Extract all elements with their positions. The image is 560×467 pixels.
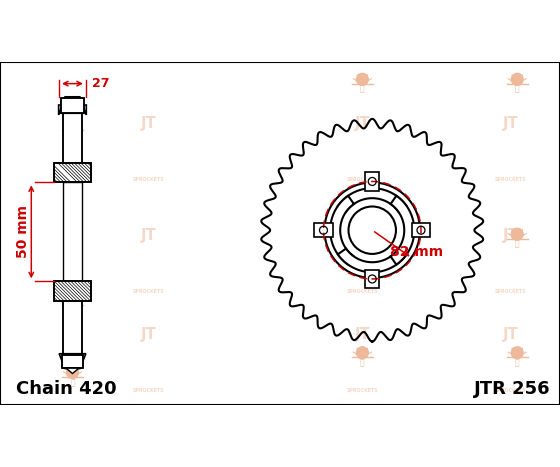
Circle shape <box>356 347 368 359</box>
Text: JT: JT <box>141 228 156 243</box>
Circle shape <box>348 206 396 254</box>
Text: Chain 420: Chain 420 <box>16 380 117 397</box>
Circle shape <box>511 228 523 240</box>
Text: SPROCKETS: SPROCKETS <box>132 177 164 182</box>
Text: 27: 27 <box>92 77 110 90</box>
Text: JT: JT <box>141 116 156 131</box>
Text: 升: 升 <box>360 358 365 367</box>
Bar <box>62 355 83 368</box>
Polygon shape <box>338 248 407 272</box>
Text: 82 mm: 82 mm <box>390 245 444 259</box>
Text: JT: JT <box>141 327 156 342</box>
Text: 升: 升 <box>515 358 520 367</box>
Circle shape <box>356 73 368 85</box>
Text: JT: JT <box>503 228 519 243</box>
Text: 升: 升 <box>70 378 75 387</box>
Text: SPROCKETS: SPROCKETS <box>495 177 526 182</box>
Bar <box>63 113 82 163</box>
Bar <box>63 113 82 163</box>
Text: 升: 升 <box>360 85 365 94</box>
Bar <box>54 281 91 301</box>
Bar <box>365 270 380 288</box>
Circle shape <box>356 228 368 240</box>
Circle shape <box>67 294 78 306</box>
Text: 升: 升 <box>360 240 365 248</box>
Bar <box>63 301 82 354</box>
Bar <box>365 172 380 191</box>
Polygon shape <box>59 99 86 115</box>
Bar <box>62 355 83 368</box>
Bar <box>412 223 430 237</box>
Text: 升: 升 <box>70 131 75 140</box>
Text: SPROCKETS: SPROCKETS <box>132 289 164 294</box>
Bar <box>314 223 333 237</box>
Polygon shape <box>59 354 86 368</box>
Text: SPROCKETS: SPROCKETS <box>132 388 164 393</box>
Polygon shape <box>66 368 80 374</box>
Circle shape <box>324 183 420 278</box>
Text: JT: JT <box>354 116 370 131</box>
Text: 升: 升 <box>515 240 520 248</box>
Text: JT: JT <box>354 327 370 342</box>
Polygon shape <box>59 97 86 113</box>
Polygon shape <box>338 188 407 212</box>
Text: SPROCKETS: SPROCKETS <box>347 177 378 182</box>
Bar <box>54 163 91 183</box>
Bar <box>54 281 91 301</box>
Text: JTR 256: JTR 256 <box>474 380 550 397</box>
Circle shape <box>67 120 78 131</box>
Circle shape <box>511 347 523 359</box>
Bar <box>61 99 84 113</box>
Text: SPROCKETS: SPROCKETS <box>347 289 378 294</box>
Polygon shape <box>330 196 354 265</box>
Text: SPROCKETS: SPROCKETS <box>495 388 526 393</box>
Text: 升: 升 <box>515 85 520 94</box>
Text: 50 mm: 50 mm <box>16 205 30 258</box>
Bar <box>54 163 91 183</box>
Text: SPROCKETS: SPROCKETS <box>495 289 526 294</box>
Text: JT: JT <box>354 228 370 243</box>
Polygon shape <box>391 196 414 265</box>
Text: 升: 升 <box>70 305 75 314</box>
Text: JT: JT <box>503 327 519 342</box>
Circle shape <box>67 367 78 378</box>
Bar <box>63 183 82 281</box>
Text: SPROCKETS: SPROCKETS <box>347 388 378 393</box>
Text: JT: JT <box>503 116 519 131</box>
Bar <box>63 301 82 354</box>
Bar <box>61 99 84 113</box>
Circle shape <box>511 73 523 85</box>
